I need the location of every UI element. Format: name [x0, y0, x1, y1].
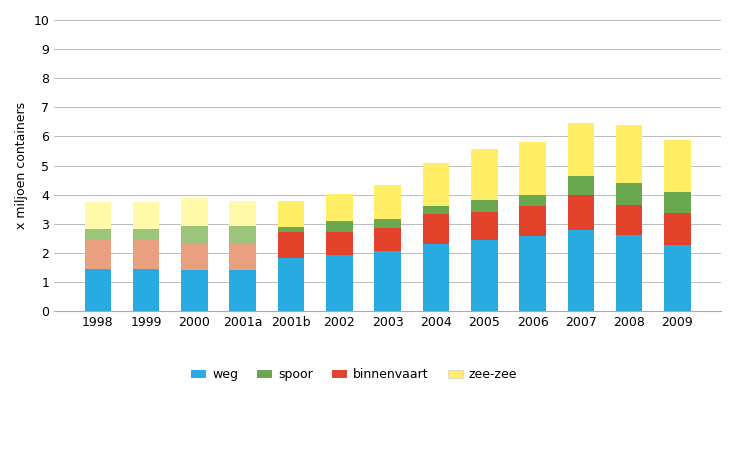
Bar — [230, 270, 256, 311]
Bar — [277, 201, 305, 227]
Legend: weg, spoor, binnenvaart, zee-zee: weg, spoor, binnenvaart, zee-zee — [186, 363, 523, 386]
Bar — [375, 252, 401, 311]
Bar — [85, 240, 111, 269]
Bar — [616, 125, 643, 183]
Bar — [85, 202, 111, 229]
Bar — [616, 183, 643, 205]
Bar — [230, 201, 256, 226]
Bar — [567, 176, 594, 195]
Bar — [567, 230, 594, 311]
Bar — [277, 258, 305, 311]
Bar — [181, 243, 208, 270]
Bar — [133, 240, 160, 269]
Bar — [181, 198, 208, 226]
Bar — [326, 221, 353, 232]
Bar — [520, 142, 546, 195]
Bar — [133, 269, 160, 311]
Bar — [471, 212, 498, 240]
Bar — [567, 123, 594, 176]
Bar — [422, 163, 449, 206]
Bar — [567, 195, 594, 230]
Bar — [85, 269, 111, 311]
Bar — [326, 194, 353, 221]
Bar — [471, 149, 498, 200]
Bar — [133, 229, 160, 240]
Bar — [326, 255, 353, 311]
Bar — [181, 226, 208, 243]
Bar — [375, 185, 401, 219]
Bar — [664, 212, 690, 245]
Bar — [520, 236, 546, 311]
Bar — [85, 229, 111, 240]
Bar — [326, 232, 353, 255]
Bar — [664, 192, 690, 212]
Bar — [277, 232, 305, 258]
Bar — [422, 206, 449, 213]
Bar — [520, 206, 546, 236]
Bar — [375, 219, 401, 228]
Bar — [616, 205, 643, 235]
Bar — [471, 200, 498, 212]
Bar — [616, 235, 643, 311]
Bar — [664, 140, 690, 192]
Bar — [181, 270, 208, 311]
Bar — [422, 213, 449, 244]
Bar — [664, 245, 690, 311]
Bar — [230, 243, 256, 270]
Bar — [133, 202, 160, 229]
Y-axis label: x miljoen containers: x miljoen containers — [15, 102, 28, 229]
Bar — [422, 244, 449, 311]
Bar — [277, 227, 305, 232]
Bar — [375, 228, 401, 252]
Bar — [471, 240, 498, 311]
Bar — [230, 226, 256, 243]
Bar — [520, 195, 546, 206]
